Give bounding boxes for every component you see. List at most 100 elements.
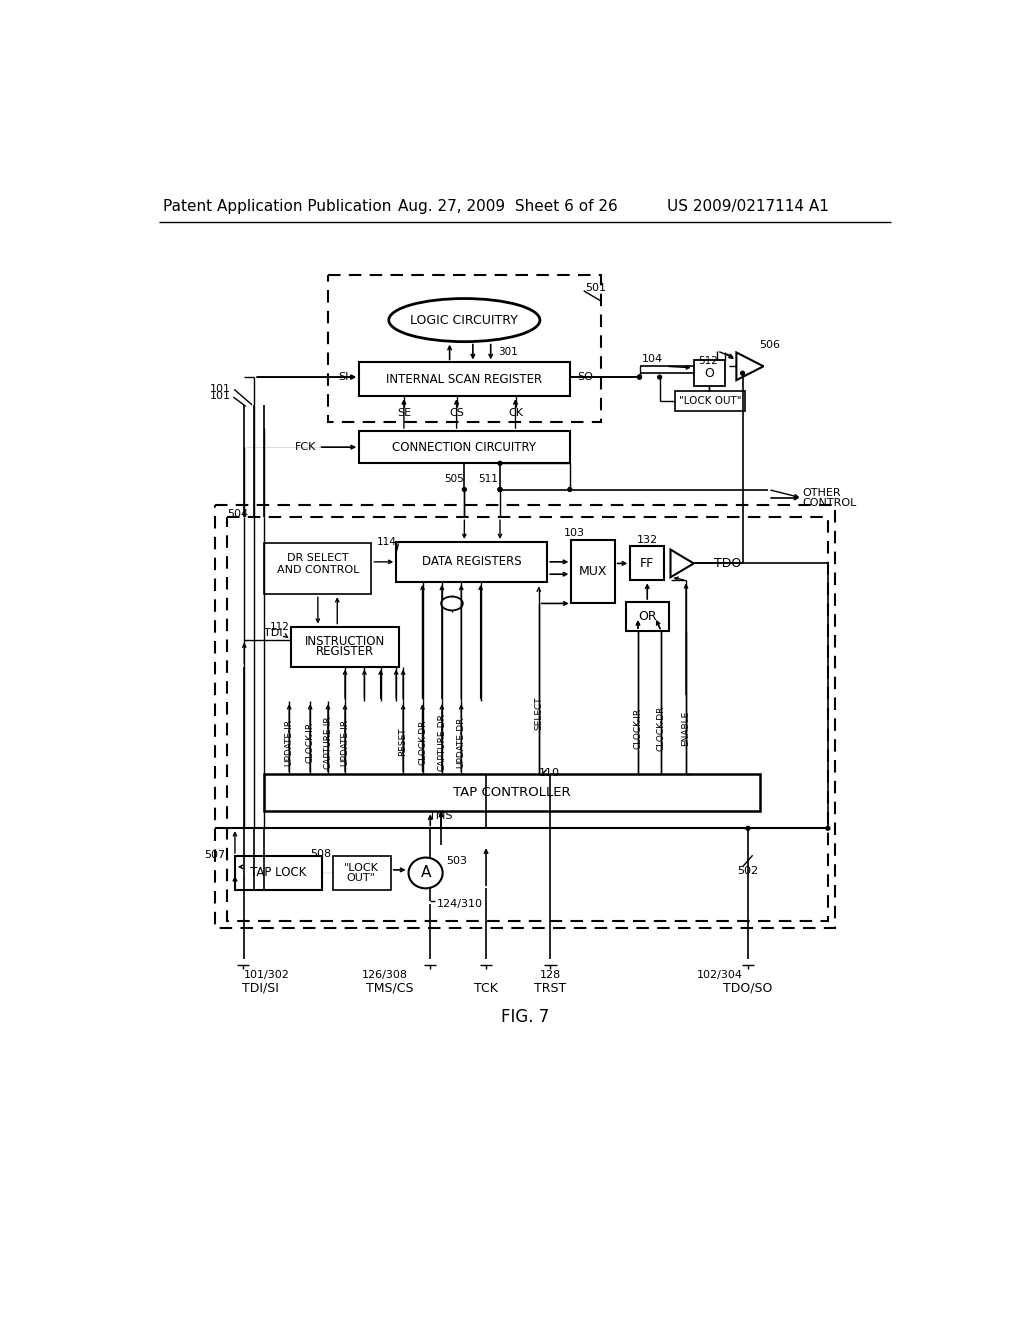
Text: CAPTURE-DR: CAPTURE-DR — [437, 713, 446, 771]
Circle shape — [826, 826, 829, 830]
Text: Patent Application Publication: Patent Application Publication — [164, 198, 392, 214]
Text: UPDATE-IR: UPDATE-IR — [285, 718, 294, 766]
Text: DATA REGISTERS: DATA REGISTERS — [422, 556, 521, 569]
Text: 102/304: 102/304 — [696, 970, 742, 979]
Text: CONNECTION CIRCUITRY: CONNECTION CIRCUITRY — [392, 441, 537, 454]
Text: 104: 104 — [642, 354, 663, 363]
Bar — [215, 506, 835, 928]
Text: TRST: TRST — [535, 982, 566, 995]
Bar — [328, 276, 601, 422]
Text: MUX: MUX — [579, 565, 607, 578]
Text: CLOCK-IR: CLOCK-IR — [305, 722, 314, 763]
Text: 103: 103 — [564, 528, 585, 539]
Text: TDI/SI: TDI/SI — [242, 982, 279, 995]
Text: OUT": OUT" — [347, 873, 376, 883]
Circle shape — [638, 375, 641, 379]
Text: CS: CS — [450, 408, 464, 418]
Text: ENABLE: ENABLE — [682, 710, 690, 746]
Text: OR: OR — [638, 610, 656, 623]
Bar — [359, 430, 569, 463]
Circle shape — [498, 462, 502, 465]
Text: UPDATE-IR: UPDATE-IR — [341, 718, 349, 766]
Text: 132: 132 — [637, 536, 657, 545]
Circle shape — [657, 375, 662, 379]
Text: O: O — [705, 367, 714, 380]
Bar — [234, 855, 322, 890]
Text: AND CONTROL: AND CONTROL — [276, 565, 359, 574]
Text: 504: 504 — [227, 510, 249, 519]
Text: 101: 101 — [210, 391, 231, 400]
Text: TDO/SO: TDO/SO — [723, 982, 773, 995]
Text: SO: SO — [578, 372, 593, 381]
Circle shape — [498, 487, 502, 491]
Text: 114: 114 — [377, 537, 397, 546]
Text: INTERNAL SCAN REGISTER: INTERNAL SCAN REGISTER — [386, 372, 543, 385]
Text: FF: FF — [640, 557, 654, 570]
Text: 101/302: 101/302 — [245, 970, 290, 979]
Text: 502: 502 — [737, 866, 759, 875]
Text: OTHER: OTHER — [802, 488, 841, 499]
Text: TAP CONTROLLER: TAP CONTROLLER — [453, 787, 570, 800]
Text: INSTRUCTION: INSTRUCTION — [305, 635, 385, 648]
Text: 110: 110 — [539, 768, 560, 777]
Text: TAP LOCK: TAP LOCK — [250, 866, 306, 879]
Bar — [291, 627, 399, 667]
Text: TDO: TDO — [714, 557, 741, 570]
Text: TCK: TCK — [474, 982, 498, 995]
Text: 503: 503 — [445, 855, 467, 866]
Text: "LOCK OUT": "LOCK OUT" — [679, 396, 741, 407]
Text: Aug. 27, 2009  Sheet 6 of 26: Aug. 27, 2009 Sheet 6 of 26 — [398, 198, 617, 214]
Text: 506: 506 — [760, 339, 780, 350]
Text: RESET: RESET — [398, 727, 408, 756]
Bar — [333, 855, 391, 890]
Circle shape — [638, 375, 641, 379]
Circle shape — [498, 487, 502, 491]
Text: 505: 505 — [444, 474, 464, 483]
Text: 301: 301 — [499, 347, 518, 358]
Bar — [693, 360, 725, 387]
Text: 501: 501 — [586, 282, 606, 293]
Ellipse shape — [389, 298, 540, 342]
Text: US 2009/0217114 A1: US 2009/0217114 A1 — [667, 198, 829, 214]
Text: TMS: TMS — [429, 810, 453, 821]
Bar — [626, 602, 669, 631]
Circle shape — [740, 371, 744, 375]
Bar — [675, 391, 744, 411]
Text: CLOCK-IR: CLOCK-IR — [634, 708, 642, 748]
Circle shape — [746, 826, 750, 830]
Text: CONTROL: CONTROL — [802, 498, 857, 508]
Text: A: A — [421, 866, 431, 880]
Text: SI: SI — [339, 372, 349, 381]
Text: UPDATE-DR: UPDATE-DR — [457, 717, 466, 768]
Text: 508: 508 — [310, 849, 331, 859]
Text: CAPTURE-IR: CAPTURE-IR — [324, 715, 333, 768]
Text: "LOCK: "LOCK — [344, 862, 379, 873]
Text: DR SELECT: DR SELECT — [287, 553, 349, 564]
Text: CK: CK — [508, 408, 523, 418]
Text: FCK: FCK — [295, 442, 316, 453]
Text: 507: 507 — [204, 850, 225, 861]
Text: 128: 128 — [540, 970, 561, 979]
Ellipse shape — [409, 858, 442, 888]
Text: REGISTER: REGISTER — [316, 644, 374, 657]
Bar — [396, 543, 547, 582]
Ellipse shape — [441, 597, 463, 610]
Circle shape — [463, 487, 466, 491]
Text: FIG. 7: FIG. 7 — [501, 1008, 549, 1026]
Text: 124/310: 124/310 — [436, 899, 482, 908]
Text: LOGIC CIRCUITRY: LOGIC CIRCUITRY — [411, 314, 518, 326]
Text: 512: 512 — [697, 356, 718, 366]
Text: TDI: TDI — [264, 628, 283, 639]
Text: 126/308: 126/308 — [362, 970, 408, 979]
Text: SELECT: SELECT — [535, 696, 544, 730]
Text: 101: 101 — [210, 384, 231, 395]
Text: 511: 511 — [478, 474, 498, 483]
Bar — [264, 544, 372, 594]
Text: TMS/CS: TMS/CS — [367, 982, 414, 995]
Bar — [359, 363, 569, 396]
Bar — [227, 517, 827, 921]
Text: CLOCK-DR: CLOCK-DR — [656, 705, 666, 751]
Bar — [263, 775, 760, 812]
Text: CLOCK-DR: CLOCK-DR — [418, 719, 427, 764]
Bar — [630, 546, 665, 581]
